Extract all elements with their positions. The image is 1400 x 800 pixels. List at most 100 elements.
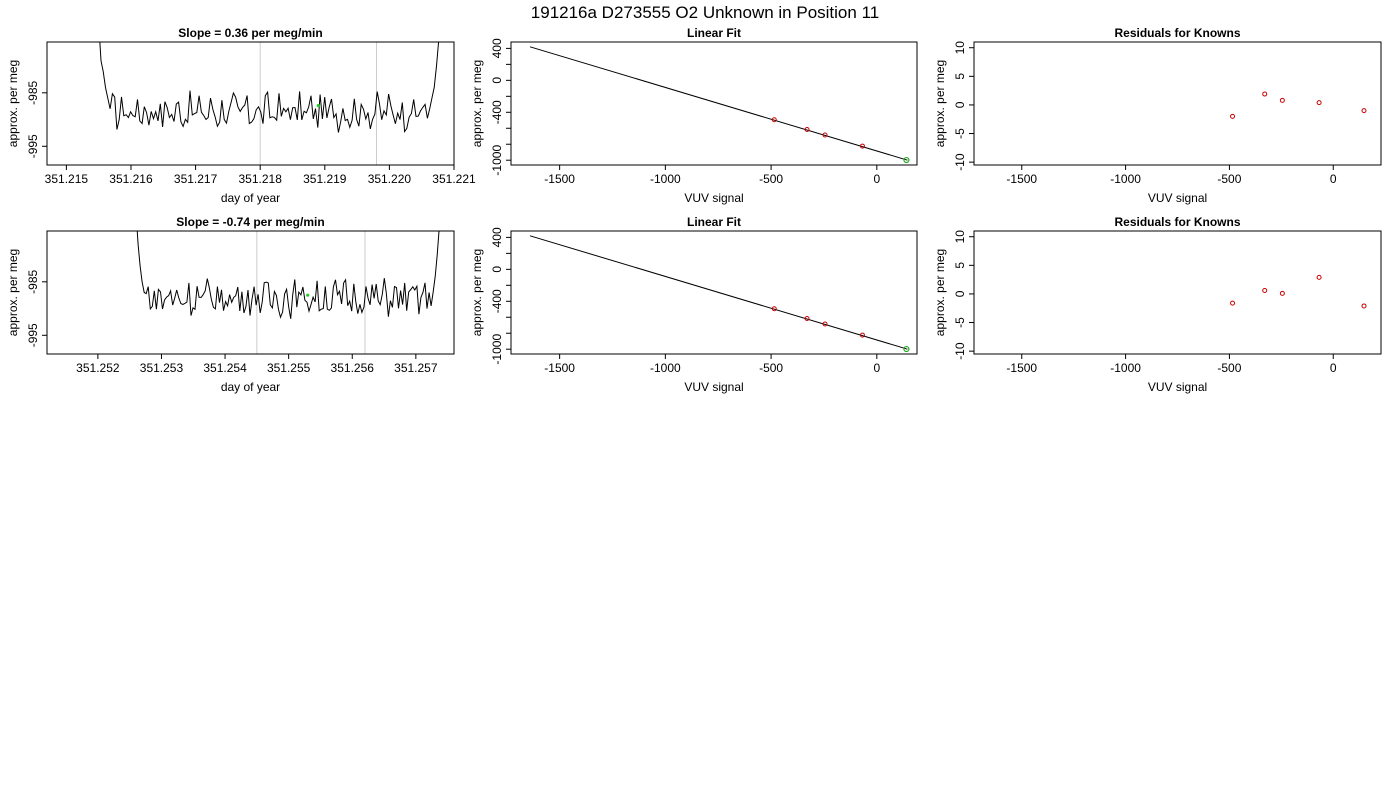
plot-frame	[46, 41, 455, 166]
y-tick-label: -985	[26, 269, 40, 293]
plot-area	[99, 42, 440, 165]
x-tick-label: 351.219	[303, 172, 347, 186]
x-tick-label: -500	[759, 361, 783, 375]
plot-frame	[510, 230, 918, 355]
figure-title: 191216a D273555 O2 Unknown in Position 1…	[531, 3, 879, 22]
y-tick-label: 0	[490, 266, 504, 273]
panel-title: Residuals for Knowns	[1114, 215, 1240, 229]
x-tick-label: 351.215	[45, 172, 89, 186]
x-tick-label: -1000	[1110, 172, 1141, 186]
y-tick-label: -985	[26, 80, 40, 104]
y-axis-label: approx. per meg	[933, 249, 947, 336]
y-tick-label: -1000	[490, 334, 504, 365]
y-tick-label: -10	[953, 342, 967, 360]
x-axis-label: day of year	[221, 380, 280, 394]
y-tick-label: -5	[953, 317, 967, 328]
known-point	[859, 332, 865, 338]
known-point	[822, 321, 828, 327]
y-tick-label: -10	[953, 153, 967, 171]
known-point	[1230, 113, 1236, 119]
y-tick-label: -1000	[490, 145, 504, 176]
y-tick-label: 0	[953, 101, 967, 108]
plot-area	[1230, 91, 1367, 119]
known-point	[1361, 303, 1367, 309]
x-tick-label: 351.217	[174, 172, 218, 186]
x-tick-label: 0	[873, 172, 880, 186]
trace-line	[136, 231, 440, 319]
y-tick-label: -400	[490, 100, 504, 124]
panel-title: Residuals for Knowns	[1114, 26, 1240, 40]
y-tick-label: 0	[490, 77, 504, 84]
unknown-marker	[306, 293, 310, 297]
x-tick-label: 351.252	[76, 361, 120, 375]
x-tick-label: -1000	[650, 172, 681, 186]
x-tick-label: -1000	[1110, 361, 1141, 375]
panel-title: Slope = -0.74 per meg/min	[176, 215, 324, 229]
panel-linear-fit-1: Linear Fit -1500 -1000 -500 0 -1000 -400 0 400 VU…	[470, 26, 918, 205]
known-point	[1230, 300, 1236, 306]
x-tick-label: -1500	[544, 361, 575, 375]
x-tick-label: 351.253	[140, 361, 184, 375]
x-tick-label: -1500	[544, 172, 575, 186]
plot-frame	[46, 230, 455, 355]
plot-area	[529, 46, 910, 164]
known-point	[1361, 108, 1367, 114]
y-tick-label: 10	[953, 41, 967, 55]
known-point	[822, 132, 828, 138]
y-axis-label: approx. per meg	[933, 60, 947, 147]
known-point	[859, 143, 865, 149]
fit-line	[529, 235, 908, 350]
y-tick-label: 10	[953, 230, 967, 244]
plot-frame	[973, 41, 1382, 166]
x-tick-label: 0	[1330, 172, 1337, 186]
known-point	[1316, 274, 1322, 280]
fit-line	[529, 46, 908, 161]
known-point	[771, 117, 777, 123]
plot-area	[529, 235, 910, 353]
plot-area	[136, 231, 440, 354]
known-point	[1316, 100, 1322, 106]
plot-frame	[510, 41, 918, 166]
y-tick-label: -995	[26, 323, 40, 347]
x-tick-label: 351.218	[238, 172, 282, 186]
unknown-point	[903, 156, 910, 164]
known-point	[771, 306, 777, 312]
x-axis-label: VUV signal	[1148, 191, 1207, 205]
y-axis-label: approx. per meg	[470, 249, 484, 336]
x-tick-label: -500	[1217, 172, 1241, 186]
x-tick-label: -1500	[1006, 172, 1037, 186]
y-tick-label: -5	[953, 128, 967, 139]
y-tick-label: 5	[953, 262, 967, 269]
unknown-marker	[316, 104, 320, 108]
y-axis-label: approx. per meg	[6, 60, 20, 147]
known-point	[804, 126, 810, 132]
y-tick-label: 400	[490, 38, 504, 58]
y-tick-label: 5	[953, 73, 967, 80]
x-tick-label: 351.221	[432, 172, 476, 186]
panel-linear-fit-2: Linear Fit -1500 -1000 -500 0 -1000 -400 0 400 VU…	[470, 215, 918, 394]
x-tick-label: 351.256	[331, 361, 375, 375]
known-point	[804, 315, 810, 321]
x-tick-label: 351.255	[267, 361, 311, 375]
x-axis-label: VUV signal	[684, 191, 743, 205]
known-point	[1279, 290, 1285, 296]
x-axis-label: VUV signal	[1148, 380, 1207, 394]
panel-title: Linear Fit	[687, 26, 741, 40]
x-tick-label: 351.220	[368, 172, 412, 186]
x-tick-label: 351.254	[203, 361, 247, 375]
y-tick-label: 400	[490, 227, 504, 247]
panel-residuals-2: Residuals for Knowns -1500 -1000 -500 0 -10 -5…	[933, 215, 1382, 394]
y-axis-label: approx. per meg	[470, 60, 484, 147]
x-tick-label: -500	[1217, 361, 1241, 375]
x-axis-label: VUV signal	[684, 380, 743, 394]
unknown-point	[903, 345, 910, 353]
known-point	[1262, 91, 1268, 97]
y-tick-label: 0	[953, 290, 967, 297]
x-tick-label: 351.216	[109, 172, 153, 186]
plot-area	[1230, 274, 1367, 309]
plot-frame	[973, 230, 1382, 355]
trace-line	[99, 42, 440, 134]
x-tick-label: 351.257	[394, 361, 438, 375]
x-tick-label: -1500	[1006, 361, 1037, 375]
